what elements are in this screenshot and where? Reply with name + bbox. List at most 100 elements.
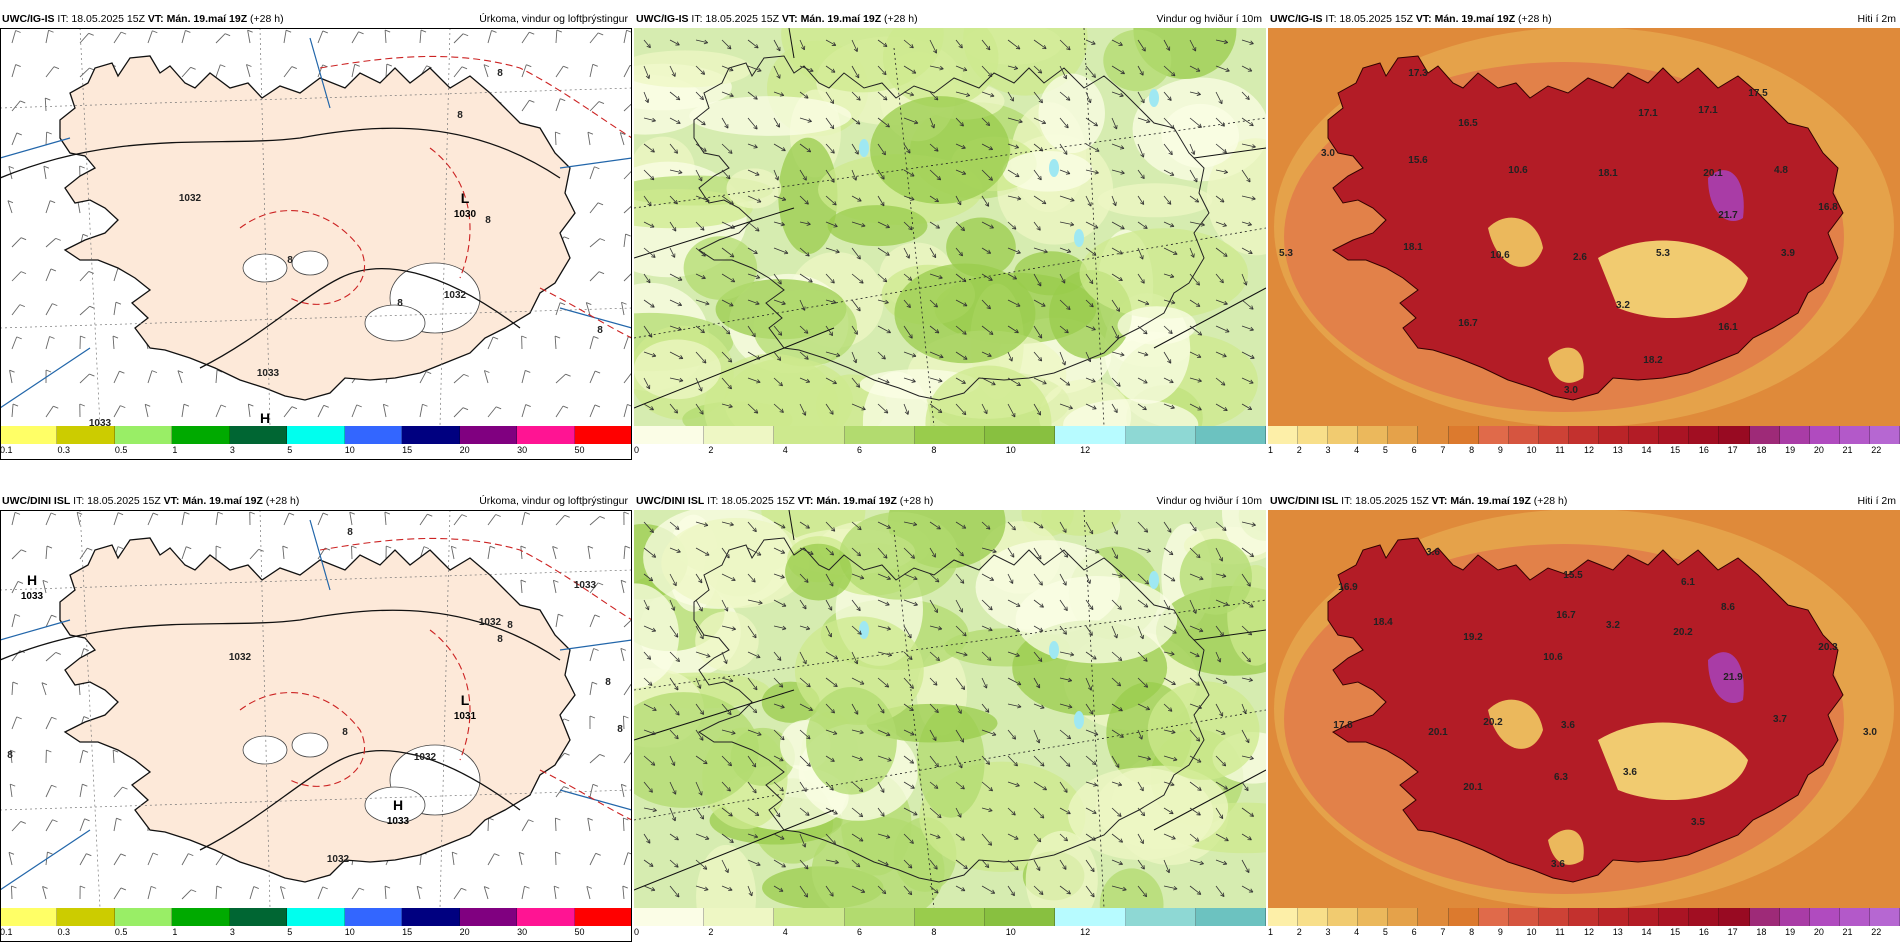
legend-swatch <box>1569 426 1599 444</box>
legend-tick-label: 11 <box>1555 927 1564 937</box>
map-value-label: 3.6 <box>1623 767 1637 778</box>
legend-tick-label: 8 <box>1469 445 1474 455</box>
legend-tick-label: 17 <box>1728 927 1738 937</box>
model-name: UWC/IG-IS <box>636 13 689 25</box>
legend-tick-label: 19 <box>1785 927 1795 937</box>
legend-swatch <box>115 908 172 926</box>
lead-time: (+28 h) <box>247 13 283 25</box>
legend-tick-label: 15 <box>402 927 412 937</box>
legend-swatch <box>1196 426 1266 444</box>
map-value-label: 8 <box>342 727 348 738</box>
map-value-label: 3.0 <box>1564 385 1578 396</box>
map-value-label: 17.3 <box>1408 68 1428 79</box>
svg-text:L: L <box>461 692 470 708</box>
map-value-label: 20.1 <box>1463 782 1483 793</box>
legend-tick-label: 0.1 <box>0 927 13 937</box>
legend-swatch <box>1719 908 1749 926</box>
legend-swatch <box>460 908 517 926</box>
model-name: UWC/DINI ISL <box>2 495 70 507</box>
legend-tick-label: 12 <box>1080 927 1090 937</box>
legend-tick-label: 2 <box>1297 445 1302 455</box>
legend-swatch <box>345 908 402 926</box>
legend-swatch <box>57 908 114 926</box>
map-value-label: 16.7 <box>1556 610 1576 621</box>
legend-tick-label: 13 <box>1613 927 1623 937</box>
legend-swatch <box>1750 426 1780 444</box>
legend-swatch <box>634 426 704 444</box>
map-value-label: 10.6 <box>1508 165 1528 176</box>
run-info: UWC/DINI ISL IT: 18.05.2025 15Z VT: Mán.… <box>636 492 933 510</box>
legend-swatch <box>230 908 287 926</box>
init-time: IT: 18.05.2025 15Z <box>689 13 782 25</box>
map-value-label: 6.3 <box>1554 772 1568 783</box>
legend-swatch <box>634 908 704 926</box>
map-value-label: 21.9 <box>1723 672 1743 683</box>
map-value-label: 1032 <box>414 752 437 763</box>
legend-tick-label: 11 <box>1555 445 1564 455</box>
wind-panel: UWC/IG-IS IT: 18.05.2025 15Z VT: Mán. 19… <box>634 10 1266 470</box>
legend-swatch <box>1358 426 1388 444</box>
legend-tick-label: 15 <box>402 445 412 455</box>
wind-map <box>634 510 1266 908</box>
legend-tick-label: 15 <box>1670 445 1680 455</box>
map-value-label: 3.6 <box>1561 720 1575 731</box>
svg-text:1033: 1033 <box>21 591 44 602</box>
legend-tick-label: 10 <box>345 445 355 455</box>
legend-swatch <box>1539 908 1569 926</box>
legend-tick-label: 7 <box>1440 927 1445 937</box>
svg-text:1030: 1030 <box>454 209 477 220</box>
legend-tick-label: 20 <box>460 927 470 937</box>
legend-swatch <box>1840 908 1870 926</box>
map-value-label: 3.6 <box>1426 547 1440 558</box>
legend-tick-label: 14 <box>1641 445 1651 455</box>
legend-swatch <box>1268 426 1298 444</box>
map-value-label: 8 <box>485 215 491 226</box>
legend-tick-label: 0 <box>634 927 639 937</box>
svg-text:L: L <box>461 190 470 206</box>
legend-swatch <box>1328 426 1358 444</box>
legend-swatch <box>517 426 574 444</box>
map-value-label: 21.7 <box>1718 210 1738 221</box>
legend-tick-label: 5 <box>1383 445 1388 455</box>
legend-tick-label: 10 <box>1527 445 1537 455</box>
map-value-label: 8 <box>497 634 503 645</box>
map-value-label: 8 <box>457 110 463 121</box>
legend-tick-label: 10 <box>1006 927 1016 937</box>
map-value-label: 8 <box>617 724 623 735</box>
legend-tick-label: 10 <box>345 927 355 937</box>
map-value-label: 1032 <box>229 652 252 663</box>
legend-tick-label: 21 <box>1843 927 1853 937</box>
map-value-label: 3.2 <box>1616 300 1630 311</box>
map-value-label: 3.5 <box>1691 817 1705 828</box>
legend-swatch <box>0 908 57 926</box>
legend-swatch <box>1055 908 1125 926</box>
legend-swatch <box>1449 426 1479 444</box>
lead-time: (+28 h) <box>1531 495 1567 507</box>
map-value-label: 1032 <box>479 617 502 628</box>
legend-tick-label: 3 <box>230 445 235 455</box>
panel-header: UWC/IG-IS IT: 18.05.2025 15Z VT: Mán. 19… <box>634 10 1266 28</box>
panel-title: Úrkoma, vindur og loftþrýstingur <box>479 492 628 510</box>
legend-swatch <box>845 908 915 926</box>
legend-swatch <box>0 426 57 444</box>
legend-tick-label: 16 <box>1699 445 1709 455</box>
legend-tick-label: 22 <box>1871 927 1881 937</box>
legend-swatch <box>1840 426 1870 444</box>
legend-swatch <box>1659 908 1689 926</box>
legend-swatch <box>230 426 287 444</box>
init-time: IT: 18.05.2025 15Z <box>55 13 148 25</box>
legend-tick-label: 30 <box>517 927 527 937</box>
legend-tick-label: 15 <box>1670 927 1680 937</box>
legend-tick-label: 6 <box>857 927 862 937</box>
map-value-label: 20.2 <box>1483 717 1503 728</box>
legend-tick-label: 12 <box>1584 927 1594 937</box>
legend-swatch <box>1870 908 1900 926</box>
map-value-label: 17.8 <box>1333 720 1353 731</box>
legend-swatch <box>1358 908 1388 926</box>
legend-swatch <box>1599 908 1629 926</box>
legend-swatch <box>1055 426 1125 444</box>
